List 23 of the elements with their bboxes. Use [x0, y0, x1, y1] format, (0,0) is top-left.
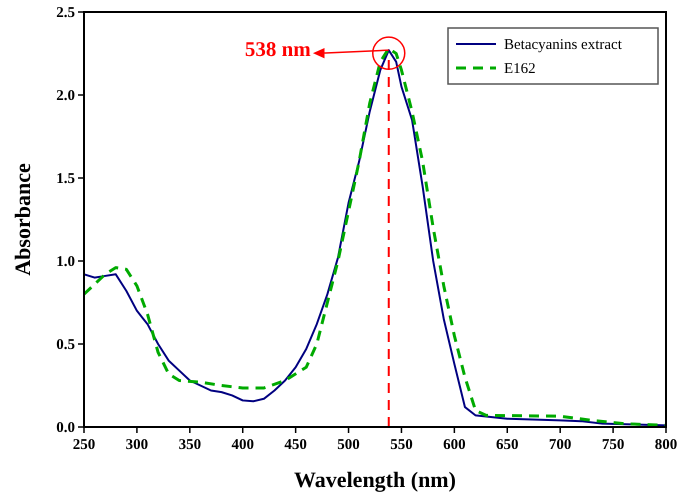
legend-label: Betacyanins extract: [504, 37, 623, 53]
x-tick-label: 600: [443, 437, 466, 453]
x-tick-label: 300: [126, 437, 148, 453]
y-tick-label: 1.0: [56, 254, 75, 270]
x-tick-label: 500: [337, 437, 360, 453]
x-tick-label: 800: [654, 437, 678, 453]
y-tick-label: 0.0: [56, 420, 75, 436]
x-tick-label: 250: [72, 437, 96, 453]
x-tick-label: 350: [178, 437, 202, 453]
legend-label: E162: [504, 61, 536, 77]
y-axis-title: Absorbance: [10, 163, 35, 276]
y-tick-label: 2.5: [56, 5, 75, 21]
x-tick-label: 700: [548, 437, 572, 453]
x-tick-label: 650: [496, 437, 519, 453]
y-tick-label: 0.5: [56, 337, 75, 353]
x-tick-label: 450: [284, 437, 307, 453]
y-tick-label: 2.0: [56, 88, 75, 104]
annotation: 538 nm: [244, 37, 312, 62]
x-axis-title: Wavelength (nm): [294, 467, 456, 492]
x-tick-label: 550: [390, 437, 413, 453]
x-tick-label: 400: [231, 437, 254, 453]
x-tick-label: 750: [602, 437, 624, 453]
y-tick-label: 1.5: [56, 171, 75, 187]
